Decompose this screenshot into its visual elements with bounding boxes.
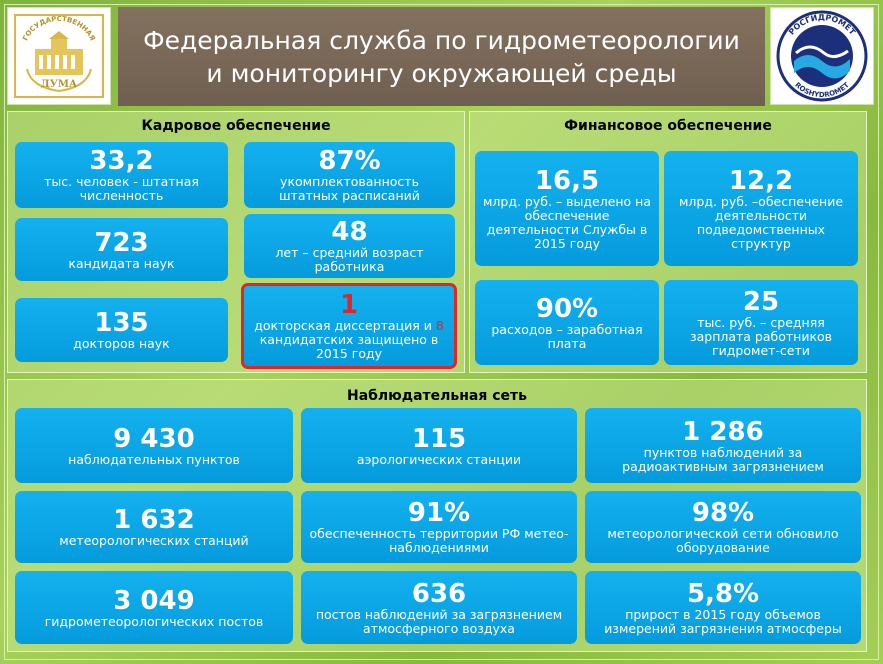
roshydromet-emblem-icon: РОСГИДРОМЕТ ROSHYDROMET: [776, 10, 868, 102]
network-panel-title: Наблюдательная сеть: [346, 388, 528, 404]
network-tile-radioactive: 1 286 пунктов наблюдений за радиоактивны…: [585, 408, 861, 483]
title-line-2: и мониторингу окружающей среды: [206, 58, 677, 88]
finance-tile-budget: 16,5 млрд. руб. – выделено на обеспечени…: [475, 151, 659, 266]
finance-panel-title: Финансовое обеспечение: [564, 118, 772, 134]
staff-tile-age: 48 лет – средний возраст работника: [244, 214, 455, 278]
title-line-1: Федеральная служба по гидрометеорологии: [143, 25, 740, 55]
duma-logo: ГОСУДАРСТВЕННАЯ ДУМА: [7, 7, 111, 105]
network-tile-growth: 5,8% прирост в 2015 году объемов измерен…: [585, 571, 861, 644]
network-tile-coverage: 91% обеспеченность территории РФ метео-н…: [301, 491, 577, 563]
roshydromet-logo: РОСГИДРОМЕТ ROSHYDROMET: [770, 7, 874, 105]
staff-tile-dissertations: 1 докторская диссертация и 8 кандидатски…: [241, 283, 457, 369]
staff-tile-headcount: 33,2 тыс. человек - штатная численность: [15, 142, 228, 208]
finance-tile-salary-share: 90% расходов – заработная плата: [475, 280, 659, 365]
page-frame: [4, 4, 879, 660]
page-title: Федеральная служба по гидрометеорологии …: [118, 7, 765, 106]
network-tile-aerological: 115 аэрологических станции: [301, 408, 577, 483]
network-tile-hydro-posts: 3 049 гидрометеорологических постов: [15, 571, 293, 644]
svg-text:ДУМА: ДУМА: [41, 79, 78, 90]
network-tile-points: 9 430 наблюдательных пунктов: [15, 408, 293, 483]
staff-panel-title: Кадровое обеспечение: [141, 118, 331, 134]
network-tile-air-pollution: 636 постов наблюдений за загрязнением ат…: [301, 571, 577, 644]
finance-tile-subordinate: 12,2 млрд. руб. –обеспечение деятельност…: [664, 151, 858, 266]
staff-tile-doctors: 135 докторов наук: [15, 298, 228, 362]
duma-emblem-icon: ГОСУДАРСТВЕННАЯ ДУМА: [14, 14, 104, 98]
staff-tile-candidates: 723 кандидата наук: [15, 218, 228, 281]
staff-tile-staffing: 87% укомплектованность штатных расписани…: [244, 142, 455, 208]
network-tile-equipment: 98% метеорологической сети обновило обор…: [585, 491, 861, 563]
network-tile-meteo-stations: 1 632 метеорологических станций: [15, 491, 293, 563]
finance-tile-avg-salary: 25 тыс. руб. – средняя зарплата работник…: [664, 280, 858, 365]
